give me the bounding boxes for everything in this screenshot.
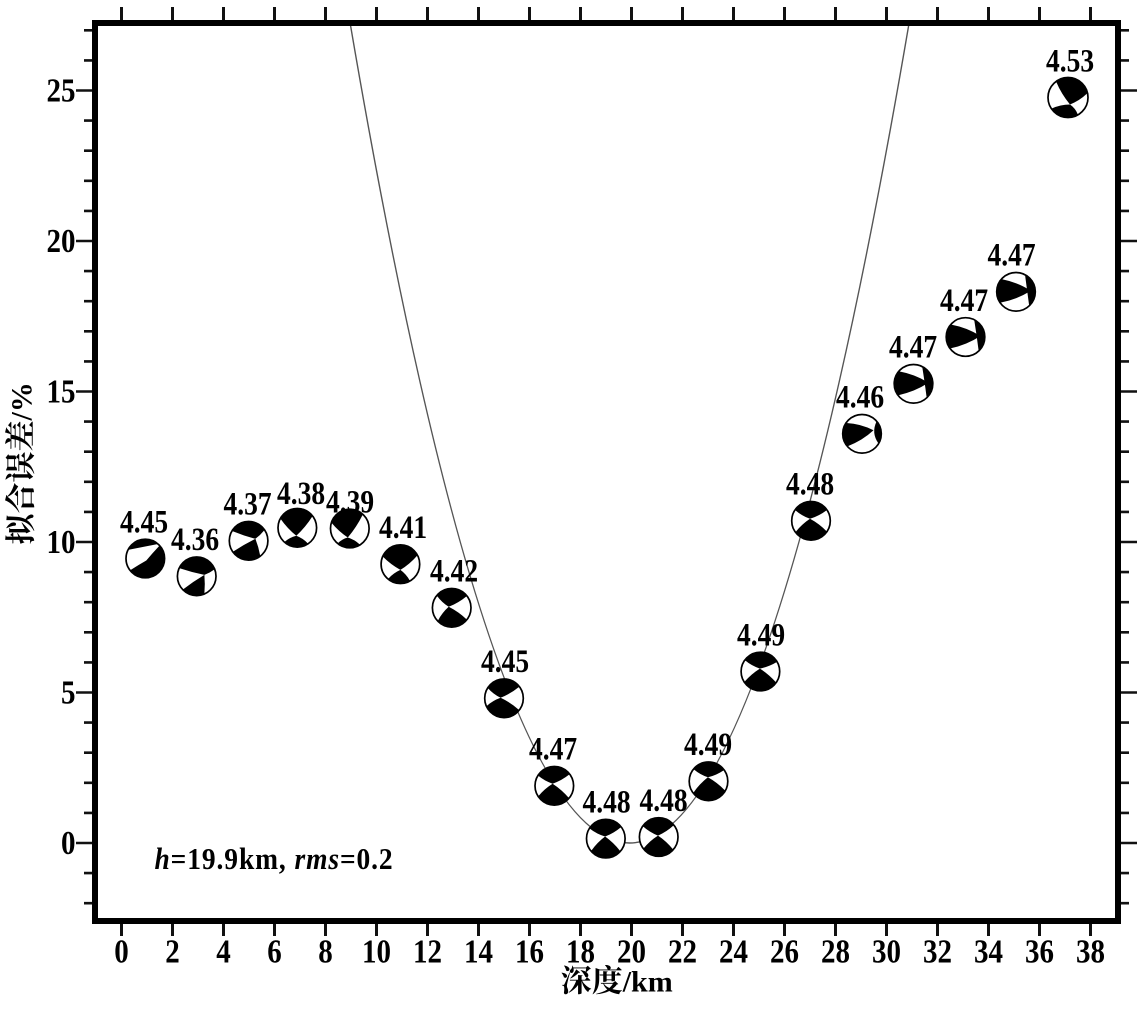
svg-text:34: 34 (974, 932, 1003, 970)
svg-text:6: 6 (267, 932, 282, 970)
svg-text:4.47: 4.47 (940, 282, 988, 319)
svg-text:0: 0 (114, 932, 129, 970)
svg-text:22: 22 (668, 932, 697, 970)
svg-text:30: 30 (872, 932, 901, 970)
svg-text:32: 32 (923, 932, 952, 970)
svg-text:4.49: 4.49 (737, 616, 785, 653)
svg-text:4.36: 4.36 (171, 521, 219, 558)
svg-text:25: 25 (47, 71, 76, 109)
svg-text:4.42: 4.42 (430, 552, 478, 589)
svg-text:4.47: 4.47 (529, 730, 577, 767)
svg-text:0: 0 (61, 824, 76, 862)
svg-text:28: 28 (821, 932, 850, 970)
svg-text:4.41: 4.41 (379, 509, 427, 546)
svg-text:4.45: 4.45 (120, 503, 168, 540)
svg-text:4: 4 (216, 932, 231, 970)
svg-text:38: 38 (1076, 932, 1105, 970)
svg-text:4.38: 4.38 (277, 475, 325, 512)
svg-text:4.53: 4.53 (1046, 42, 1094, 79)
svg-text:4.39: 4.39 (326, 483, 374, 520)
svg-text:14: 14 (464, 932, 493, 970)
svg-text:/km: /km (622, 966, 673, 999)
svg-text:4.47: 4.47 (987, 236, 1035, 273)
svg-text:4.48: 4.48 (639, 782, 687, 819)
svg-text:4.48: 4.48 (786, 465, 834, 502)
svg-text:4.37: 4.37 (224, 485, 272, 522)
svg-text:26: 26 (770, 932, 799, 970)
svg-text:5: 5 (61, 673, 76, 711)
svg-text:24: 24 (719, 932, 748, 970)
svg-text:/%: /% (6, 382, 39, 421)
svg-text:4.46: 4.46 (836, 378, 884, 415)
svg-text:10: 10 (47, 523, 76, 561)
svg-text:4.48: 4.48 (583, 783, 631, 820)
svg-text:4.49: 4.49 (684, 726, 732, 763)
svg-text:12: 12 (413, 932, 442, 970)
svg-text:16: 16 (515, 932, 544, 970)
svg-text:h=19.9km, rms=0.2: h=19.9km, rms=0.2 (155, 843, 394, 876)
svg-text:10: 10 (362, 932, 391, 970)
svg-text:4.45: 4.45 (481, 643, 529, 680)
svg-text:20: 20 (617, 932, 646, 970)
svg-text:20: 20 (47, 222, 76, 260)
svg-text:2: 2 (165, 932, 180, 970)
svg-text:36: 36 (1025, 932, 1054, 970)
svg-text:15: 15 (47, 372, 76, 410)
svg-text:4.47: 4.47 (889, 328, 937, 365)
svg-text:8: 8 (318, 932, 333, 970)
svg-text:18: 18 (566, 932, 595, 970)
